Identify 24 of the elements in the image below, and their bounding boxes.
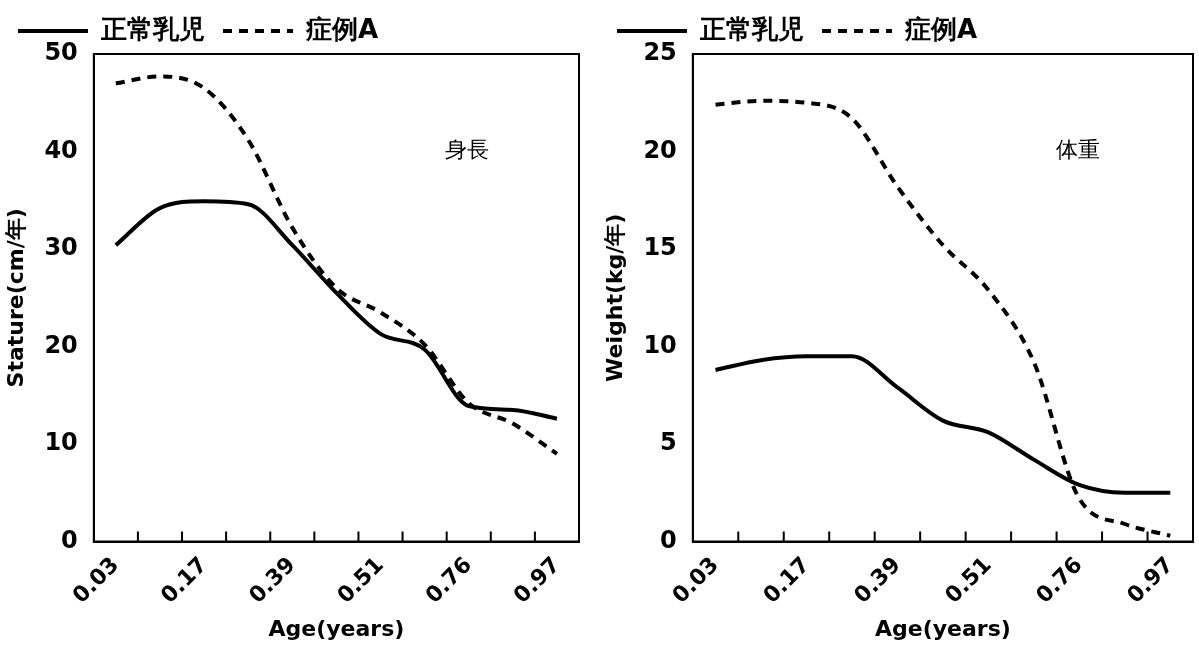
y-tick-label: 25 (643, 38, 677, 67)
y-tick-label: 10 (643, 330, 677, 359)
legend-label: 正常乳児 (100, 13, 205, 44)
legend-label: 正常乳児 (699, 13, 804, 44)
y-tick-label: 40 (44, 135, 78, 164)
y-tick-label: 5 (660, 428, 677, 457)
y-tick-label: 30 (44, 233, 78, 262)
x-axis-title: Age(years) (874, 615, 1011, 641)
y-tick-label: 20 (643, 135, 677, 164)
y-axis-title: Stature(cm/年) (2, 208, 28, 388)
y-tick-label: 20 (44, 330, 78, 359)
y-tick-label: 15 (643, 233, 677, 262)
annotation: 身長 (445, 137, 490, 163)
y-tick-label: 50 (44, 38, 78, 67)
line-series (713, 98, 1173, 538)
annotation: 体重 (1055, 137, 1100, 163)
y-tick-label: 10 (44, 428, 78, 457)
x-axis-title: Age(years) (268, 615, 405, 641)
legend-label: 症例A (305, 13, 379, 44)
y-tick-label: 0 (61, 525, 78, 554)
y-tick-label: 0 (660, 525, 677, 554)
y-axis-title: Weight(kg/年) (601, 213, 627, 382)
line-series (113, 74, 559, 456)
legend-label: 症例A (904, 13, 978, 44)
